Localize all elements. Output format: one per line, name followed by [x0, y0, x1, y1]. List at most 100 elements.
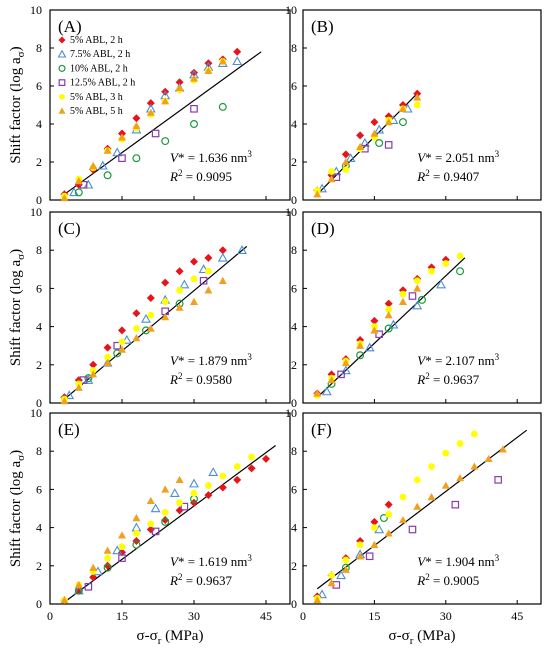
- data-point-s10_2h: [132, 154, 141, 163]
- data-point-s5_3h: [385, 510, 393, 518]
- data-point-s5_2h: [175, 267, 184, 276]
- data-point-s75_2h: [141, 313, 151, 323]
- data-point-s5_5h: [218, 276, 227, 284]
- data-point-s5_5h: [313, 389, 322, 397]
- y-tick-label: 10: [30, 406, 42, 420]
- data-point-s5_2h: [262, 454, 270, 463]
- data-point-s5_3h: [470, 430, 478, 438]
- panel-label: (C): [58, 219, 81, 238]
- data-point-s5_2h: [218, 246, 227, 255]
- data-point-s125_2h: [118, 554, 126, 562]
- data-point-s75_2h: [345, 153, 356, 162]
- data-point-s10_2h: [103, 563, 112, 572]
- data-point-s10_2h: [113, 349, 122, 358]
- legend-label: 5% ABL, 5 h: [70, 106, 123, 117]
- legend-marker: [58, 79, 66, 87]
- data-point-s5_5h: [60, 596, 69, 604]
- data-point-s5_3h: [456, 440, 464, 447]
- data-point-s75_2h: [317, 589, 327, 599]
- data-point-s5_5h: [441, 481, 450, 489]
- x-tick-label: 15: [116, 609, 128, 623]
- data-point-s5_2h: [204, 491, 213, 500]
- data-point-s5_3h: [248, 453, 256, 461]
- r-squared-annotation: R2 = 0.9005: [416, 572, 479, 588]
- data-point-s5_3h: [413, 101, 421, 109]
- data-point-s75_2h: [179, 279, 190, 289]
- data-point-s125_2h: [451, 500, 460, 509]
- data-point-s5_5h: [103, 146, 112, 154]
- data-point-s125_2h: [84, 583, 93, 591]
- data-point-s75_2h: [364, 342, 375, 352]
- data-point-s10_2h: [74, 188, 83, 197]
- y-tick-label: 10: [285, 3, 297, 17]
- panel-f: 0 2 4 6 8 10 0 15 30 45 (F) V* = 1.904 nm3 R2 = 0.90…: [285, 406, 542, 623]
- data-point-s5_5h: [384, 311, 393, 319]
- data-point-s5_5h: [341, 358, 350, 367]
- data-point-s125_2h: [79, 181, 88, 189]
- r-squared-annotation: R2 = 0.9095: [169, 168, 232, 184]
- data-point-s5_3h: [456, 252, 464, 260]
- data-point-s5_3h: [161, 508, 169, 516]
- data-point-s5_3h: [385, 306, 393, 313]
- y-tick-label: 8: [291, 41, 297, 55]
- y-tick-label: 4: [36, 521, 42, 535]
- data-point-s5_5h: [204, 66, 213, 74]
- data-point-s125_2h: [180, 502, 189, 511]
- data-point-s125_2h: [408, 292, 417, 300]
- data-point-s5_2h: [132, 114, 141, 123]
- legend-marker: [57, 49, 67, 58]
- y-tick-label: 4: [291, 521, 297, 535]
- data-point-s75_2h: [112, 147, 123, 157]
- data-point-s125_2h: [375, 330, 383, 339]
- data-point-s5_3h: [233, 463, 241, 470]
- data-point-s5_2h: [370, 517, 379, 526]
- y-tick-label: 6: [291, 482, 297, 496]
- panel-label: (A): [58, 17, 82, 36]
- y-tick-label: 4: [291, 320, 297, 334]
- panel-label: (E): [58, 420, 80, 439]
- data-point-s125_2h: [190, 104, 198, 113]
- data-point-s5_2h: [384, 299, 393, 308]
- data-point-s5_2h: [204, 253, 213, 262]
- data-point-s5_5h: [161, 97, 170, 105]
- data-point-s5_2h: [341, 150, 350, 159]
- y-tick-label: 4: [291, 117, 297, 131]
- data-point-s5_5h: [413, 93, 422, 101]
- data-point-s75_2h: [217, 252, 228, 262]
- data-point-s5_2h: [146, 99, 155, 108]
- legend-label: 12.5% ABL, 2 h: [70, 78, 135, 89]
- data-point-s5_5h: [74, 580, 83, 589]
- data-point-s5_2h: [103, 343, 112, 352]
- data-point-s10_2h: [161, 517, 170, 526]
- v-star-annotation: V* = 2.051 nm3: [417, 149, 499, 165]
- panel-label: (B): [311, 17, 334, 36]
- data-point-s5_3h: [399, 290, 407, 298]
- y-axis-label: Shift factor (log aσ): [8, 450, 27, 567]
- data-point-s10_2h: [379, 514, 388, 523]
- y-tick-label: 0: [291, 396, 297, 410]
- y-axis-label: Shift factor (log aσ): [8, 46, 27, 163]
- data-point-s5_5h: [190, 74, 198, 82]
- data-point-s125_2h: [199, 276, 208, 285]
- data-point-s5_3h: [147, 311, 155, 319]
- y-tick-label: 6: [291, 281, 297, 295]
- data-point-s75_2h: [388, 319, 399, 329]
- data-point-s5_5h: [175, 475, 184, 484]
- y-tick-label: 6: [36, 281, 42, 295]
- data-point-s75_2h: [97, 160, 108, 170]
- data-point-s5_2h: [74, 586, 83, 595]
- data-point-s5_5h: [161, 485, 170, 493]
- data-point-s5_3h: [190, 489, 198, 497]
- data-point-s5_5h: [456, 473, 465, 482]
- data-point-s5_5h: [313, 596, 322, 604]
- data-point-s75_2h: [208, 467, 219, 476]
- data-point-s5_2h: [146, 293, 155, 302]
- data-point-s5_3h: [356, 541, 364, 549]
- y-tick-label: 6: [36, 79, 42, 93]
- data-point-s75_2h: [64, 390, 75, 400]
- data-point-s75_2h: [237, 245, 247, 254]
- panel-a: 0 2 4 6 8 10 (A) V* = 1.636 nm3 R2 = 0.9095: [30, 3, 291, 207]
- data-point-s5_5h: [427, 493, 436, 501]
- data-point-s5_5h: [370, 540, 379, 548]
- data-point-s5_3h: [442, 449, 450, 457]
